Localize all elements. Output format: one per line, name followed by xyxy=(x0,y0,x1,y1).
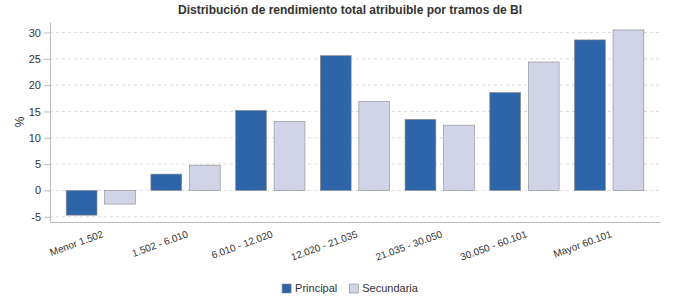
legend-swatch xyxy=(349,284,358,293)
bar xyxy=(151,174,182,190)
y-tick: -5 xyxy=(31,211,50,223)
x-axis: Menor 1.502 1.502 - 6.010 6.010 - 12.020 12… xyxy=(48,222,660,263)
grid-line xyxy=(50,137,660,138)
x-tick-label: 12.020 - 21.035 xyxy=(289,228,359,262)
bar xyxy=(105,190,136,204)
legend-label: Principal xyxy=(295,282,337,294)
y-tick-label: 5 xyxy=(35,158,41,170)
y-axis-title: % xyxy=(13,116,27,127)
x-tick-label: Mayor 60.101 xyxy=(552,228,614,259)
bar xyxy=(320,56,351,191)
legend-item: Principal xyxy=(282,282,337,294)
bar xyxy=(405,119,436,190)
y-tick-mark xyxy=(44,190,50,191)
legend-label: Secundaria xyxy=(362,282,419,294)
bar xyxy=(490,93,521,191)
legend: Principal Secundaria xyxy=(282,282,419,294)
y-axis-line xyxy=(50,23,51,223)
bar xyxy=(274,121,305,190)
y-tick-label: 30 xyxy=(29,27,41,39)
grid-line xyxy=(50,164,660,165)
plot: -5 0 5 10 15 20 25 30 Menor 1.502 1.502 - 6.010 6.… xyxy=(29,23,661,263)
y-tick-mark xyxy=(44,85,50,86)
title: Distribución de rendimiento total atribu… xyxy=(178,3,522,17)
y-tick-label: 20 xyxy=(29,79,41,91)
y-tick: 25 xyxy=(29,53,50,65)
x-tick: Mayor 60.101 xyxy=(552,222,614,260)
x-tick-label: 1.502 - 6.010 xyxy=(130,228,190,259)
y-tick-mark xyxy=(44,217,50,218)
x-tick: 30.050 - 60.101 xyxy=(459,222,529,263)
x-tick: Menor 1.502 xyxy=(48,222,105,258)
x-axis-line xyxy=(51,222,661,223)
y-tick-mark xyxy=(44,164,50,165)
y-tick-label: 25 xyxy=(29,53,41,65)
x-tick: 12.020 - 21.035 xyxy=(289,222,359,263)
bar xyxy=(613,30,644,191)
legend-swatch xyxy=(282,284,291,293)
y-tick-mark xyxy=(44,138,50,139)
y-tick: 0 xyxy=(35,184,50,196)
grid-line xyxy=(50,58,660,59)
legend-item: Secundaria xyxy=(349,282,419,294)
y-tick-mark xyxy=(44,59,50,60)
grid-line xyxy=(50,216,660,217)
y-tick: 15 xyxy=(29,105,50,117)
y-tick-mark xyxy=(44,111,50,112)
y-tick: 5 xyxy=(35,158,50,170)
bar xyxy=(359,101,390,190)
chart: -5 0 5 10 15 20 25 30 Menor 1.502 1.502 - 6.010 6.… xyxy=(0,0,700,300)
bar xyxy=(575,40,606,191)
y-tick: 30 xyxy=(29,27,50,39)
y-tick-mark xyxy=(44,33,50,34)
bars xyxy=(66,30,644,215)
y-tick-label: 15 xyxy=(29,105,41,117)
grid xyxy=(50,33,660,217)
bar xyxy=(236,110,267,190)
y-axis: -5 0 5 10 15 20 25 30 xyxy=(29,23,51,223)
x-tick: 6.010 - 12.020 xyxy=(210,222,275,261)
grid-line xyxy=(50,111,660,112)
bar xyxy=(528,62,559,190)
grid-line xyxy=(50,190,660,191)
y-tick: 20 xyxy=(29,79,50,91)
y-tick-label: 10 xyxy=(29,132,41,144)
bar xyxy=(189,165,220,190)
bar xyxy=(66,190,97,215)
x-tick-label: 21.035 - 30.050 xyxy=(374,228,444,262)
x-tick-label: 30.050 - 60.101 xyxy=(459,228,529,262)
x-tick: 1.502 - 6.010 xyxy=(130,222,190,259)
x-tick-label: 6.010 - 12.020 xyxy=(210,228,275,261)
y-tick-label: 0 xyxy=(35,184,41,196)
grid-line xyxy=(50,32,660,33)
bar xyxy=(444,125,475,190)
y-tick: 10 xyxy=(29,132,50,144)
x-tick-label: Menor 1.502 xyxy=(48,228,105,258)
grid-line xyxy=(50,85,660,86)
x-tick: 21.035 - 30.050 xyxy=(374,222,444,263)
y-tick-label: -5 xyxy=(31,211,41,223)
